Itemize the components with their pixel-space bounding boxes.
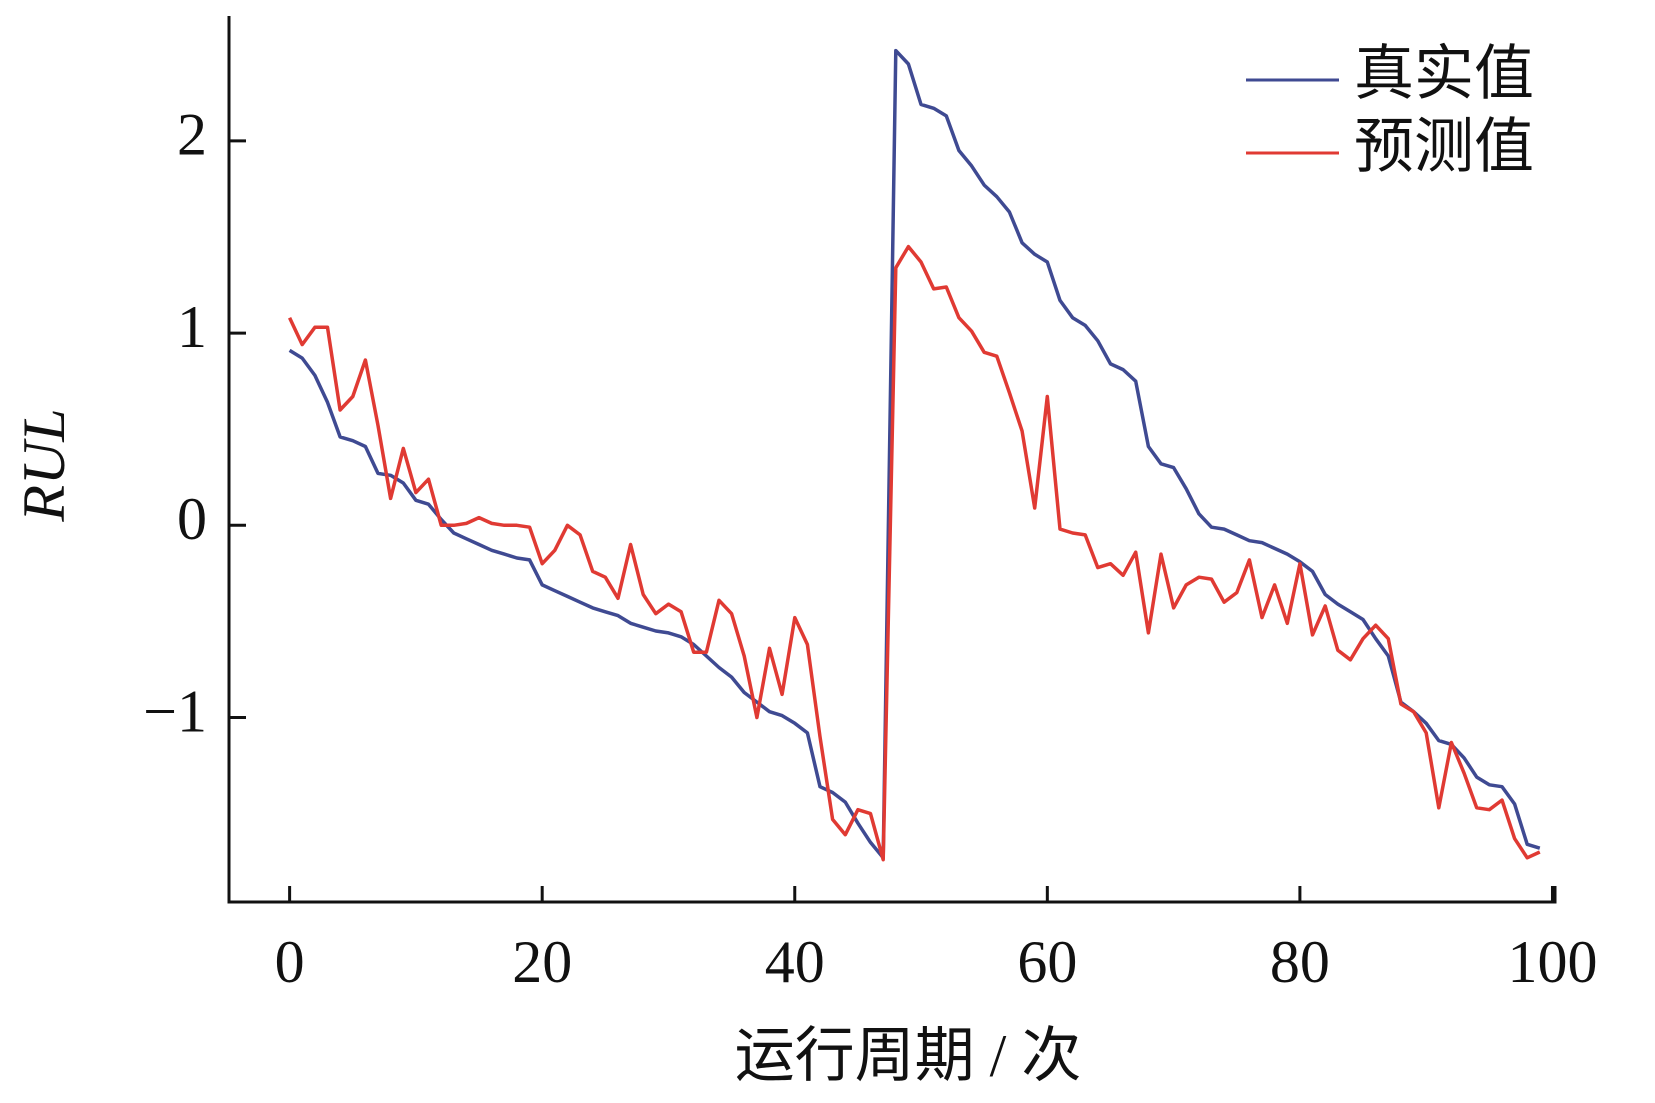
y-tick-label: 2 (177, 102, 207, 168)
x-tick-label: 80 (1270, 929, 1330, 995)
x-axis-label: 运行周期 / 次 (735, 1023, 1082, 1089)
y-tick-label: −1 (143, 678, 207, 744)
x-tick-label: 100 (1507, 929, 1597, 995)
axis-spines (227, 16, 1557, 904)
y-tick-label: 1 (177, 294, 207, 360)
y-axis-label: RUL (11, 408, 77, 522)
data-line (288, 48, 1541, 860)
legend-label: 真实值 (1354, 41, 1534, 107)
x-tick-label: 20 (512, 929, 572, 995)
y-tick-label: 0 (177, 486, 207, 552)
x-tick-label: 40 (765, 929, 825, 995)
data-line (288, 244, 1541, 862)
x-tick-label: 60 (1017, 929, 1077, 995)
x-tick-label: 0 (275, 929, 305, 995)
legend-label: 预测值 (1354, 114, 1534, 180)
